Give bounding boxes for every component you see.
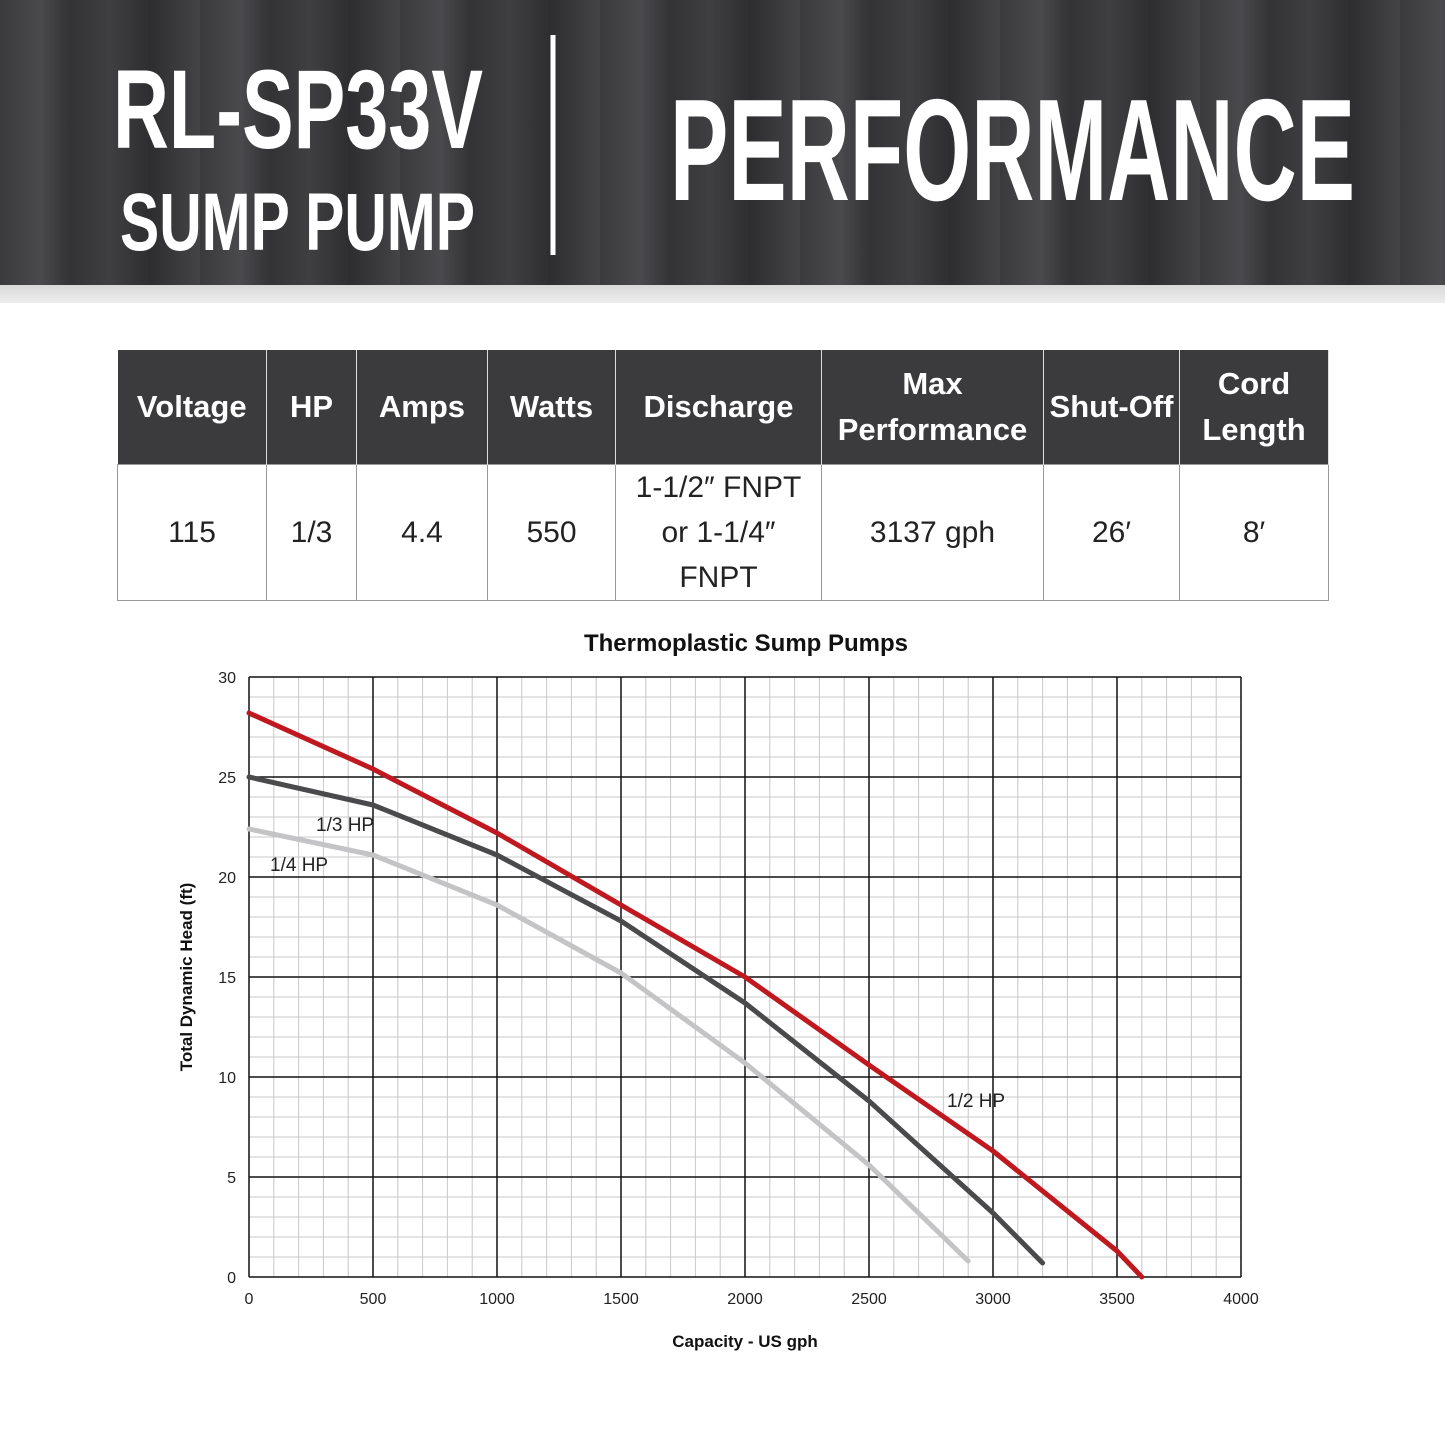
table-cell: 550: [487, 464, 616, 601]
x-tick-label: 4000: [1223, 1291, 1259, 1308]
y-tick-label: 25: [218, 770, 236, 787]
x-tick-label: 500: [360, 1291, 387, 1308]
column-header: Discharge: [615, 350, 822, 465]
y-tick-label: 30: [218, 670, 236, 687]
x-tick-label: 1000: [479, 1291, 515, 1308]
header-banner: [0, 0, 1445, 303]
heading: PERFORMANCE: [670, 69, 1355, 231]
y-tick-label: 0: [227, 1270, 236, 1287]
table-row: 115 1/3 4.4 550 1-1/2″ FNPT or 1-1/4″ FNPT 31…: [117, 464, 1329, 601]
spec-table: Voltage HP Amps Watts Discharge Max Performan…: [117, 350, 1329, 601]
table-cell: 115: [117, 464, 267, 601]
table-cell: 1-1/2″ FNPT or 1-1/4″ FNPT: [615, 464, 822, 601]
column-header: Shut-Off: [1043, 350, 1180, 465]
y-axis-label: Total Dynamic Head (ft): [177, 883, 196, 1072]
table-cell: 1/3: [266, 464, 357, 601]
x-tick-label: 1500: [603, 1291, 639, 1308]
x-tick-label: 2000: [727, 1291, 763, 1308]
series-label: 1/3 HP: [316, 815, 374, 836]
y-tick-label: 20: [218, 870, 236, 887]
y-tick-label: 15: [218, 970, 236, 987]
table-cell: 4.4: [356, 464, 488, 601]
chart-title: Thermoplastic Sump Pumps: [584, 630, 908, 657]
data-line: [246, 774, 1046, 1266]
model: RL-SP33V: [113, 47, 483, 172]
column-header: HP: [266, 350, 357, 465]
data-line: [246, 826, 971, 1264]
x-tick-label: 0: [245, 1291, 254, 1308]
column-header: Max Performance: [821, 350, 1044, 465]
x-axis-label: Capacity - US gph: [672, 1332, 817, 1351]
column-header: Watts: [487, 350, 616, 465]
series-label: 1/4 HP: [270, 855, 328, 876]
table-cell: 8′: [1179, 464, 1329, 601]
column-header: Voltage: [117, 350, 267, 465]
product: SUMP PUMP: [120, 177, 475, 268]
table-cell: 26′: [1043, 464, 1180, 601]
x-tick-label: 3500: [1099, 1291, 1135, 1308]
series-label: 1/2 HP: [947, 1091, 1005, 1112]
y-tick-label: 10: [218, 1070, 236, 1087]
table-cell: 3137 gph: [821, 464, 1044, 601]
y-tick-label: 5: [227, 1170, 236, 1187]
column-header: Cord Length: [1179, 350, 1329, 465]
data-line: [246, 710, 1145, 1280]
x-tick-label: 3000: [975, 1291, 1011, 1308]
column-header: Amps: [356, 350, 488, 465]
x-tick-label: 2500: [851, 1291, 887, 1308]
